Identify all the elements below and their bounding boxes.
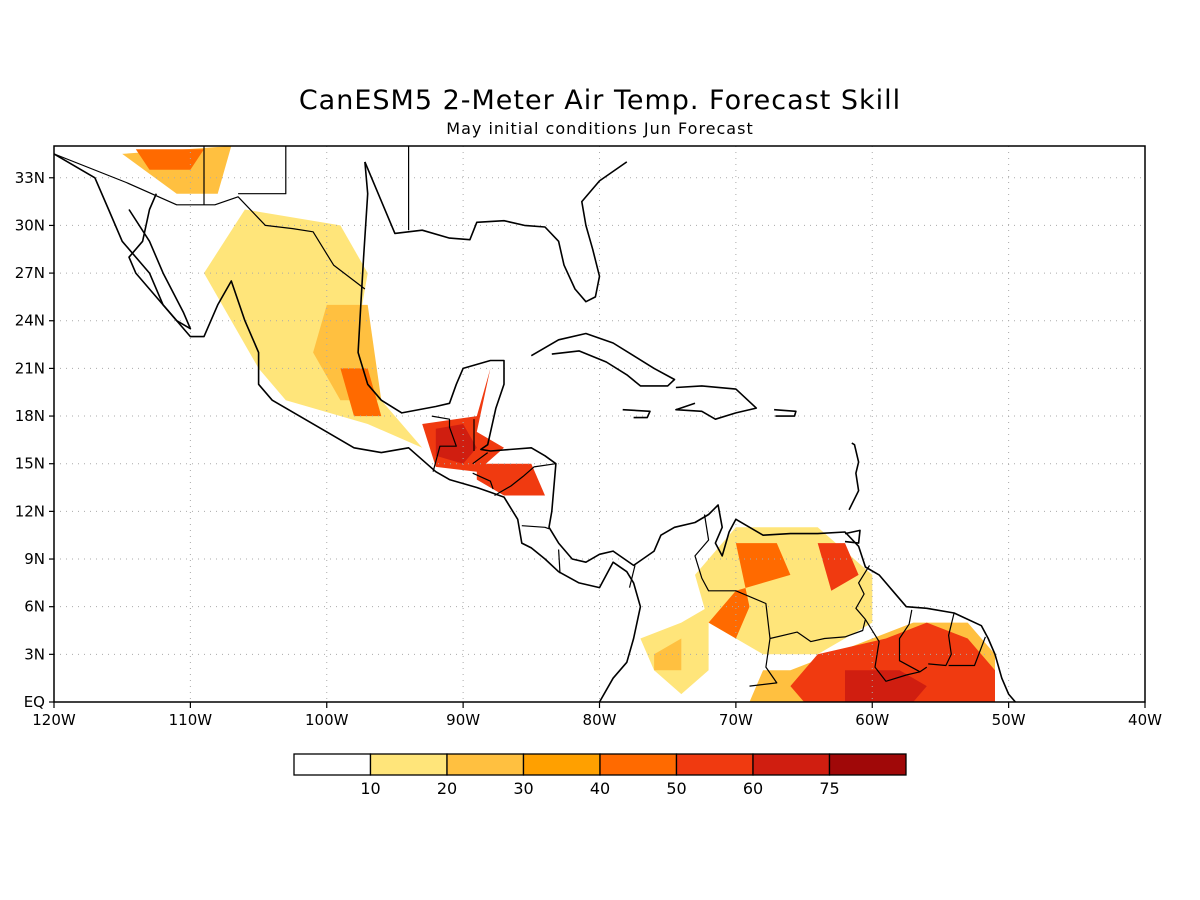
- coastline: [128, 193, 192, 330]
- colorbar-label: 60: [743, 779, 763, 798]
- lon-tick-label: 80W: [583, 711, 617, 729]
- map-frame: [53, 145, 1146, 703]
- country-border: [898, 609, 921, 673]
- colorbar-label: 30: [513, 779, 533, 798]
- skill-region: [708, 543, 791, 639]
- colorbar-swatch: [446, 753, 525, 776]
- country-border: [238, 146, 287, 195]
- country-border: [54, 153, 366, 290]
- skill-region: [135, 149, 204, 170]
- skill-region: [435, 424, 477, 464]
- colorbar-swatch: [752, 753, 831, 776]
- lat-lon-grid: [54, 146, 1145, 702]
- colorbar-swatch: [828, 753, 907, 776]
- coastline: [364, 161, 628, 303]
- country-border: [558, 549, 561, 574]
- lat-tick-label: 6N: [24, 598, 45, 616]
- country-border: [928, 612, 955, 667]
- colorbar-swatch: [599, 753, 678, 776]
- skill-region: [845, 670, 927, 702]
- skill-region: [340, 368, 382, 417]
- country-border: [948, 636, 986, 667]
- coastline: [357, 161, 1017, 702]
- colorbar-legend: 10 20 30 40 50 60 75: [293, 753, 907, 798]
- country-border: [694, 514, 778, 687]
- skill-region: [654, 638, 682, 671]
- lon-tick-label: 60W: [855, 711, 889, 729]
- colorbar-swatch: [369, 753, 448, 776]
- lat-tick-label: 9N: [24, 550, 45, 568]
- country-border: [494, 463, 556, 497]
- lat-tick-label: 30N: [15, 216, 45, 234]
- coastline: [622, 408, 651, 419]
- lon-tick-label: 70W: [719, 711, 753, 729]
- country-border: [472, 472, 494, 490]
- coastline: [54, 153, 642, 702]
- lat-tick-label: 21N: [15, 359, 45, 377]
- country-border: [769, 565, 871, 643]
- coastline: [774, 408, 797, 417]
- country-border: [431, 415, 457, 472]
- coastline: [675, 385, 758, 421]
- map-title: CanESM5 2-Meter Air Temp. Forecast Skill: [298, 85, 902, 116]
- lon-tick-label: 50W: [992, 711, 1026, 729]
- country-border: [472, 452, 489, 465]
- colorbar-label: 40: [590, 779, 610, 798]
- lat-tick-label: 18N: [15, 407, 45, 425]
- colorbar-swatch: [675, 753, 754, 776]
- lon-tick-label: 90W: [446, 711, 480, 729]
- lat-tick-label: 33N: [15, 169, 45, 187]
- lon-tick-label: 120W: [32, 711, 76, 729]
- colorbar-swatch: [522, 753, 601, 776]
- coastline: [848, 442, 860, 511]
- country-border: [521, 525, 550, 530]
- lon-tick-label: 40W: [1128, 711, 1162, 729]
- skill-shading: [122, 146, 995, 702]
- colorbar-label: 75: [819, 779, 839, 798]
- coastlines: [54, 146, 1017, 702]
- axis-ticks: 120W 110W 100W 90W 80W 70W 60W 50W 40W EQ 3N 6N 9N 12…: [15, 169, 1162, 729]
- coastline: [844, 529, 861, 544]
- skill-region: [790, 622, 995, 702]
- map-subtitle: May initial conditions Jun Forecast: [446, 119, 754, 138]
- colorbar-label: 10: [360, 779, 380, 798]
- lat-tick-label: 15N: [15, 455, 45, 473]
- lon-tick-label: 100W: [305, 711, 349, 729]
- lat-tick-label: EQ: [24, 693, 45, 711]
- colorbar-label: 20: [437, 779, 457, 798]
- skill-region: [204, 209, 423, 448]
- coastline: [530, 332, 676, 387]
- lat-tick-label: 27N: [15, 264, 45, 282]
- lat-tick-label: 24N: [15, 312, 45, 330]
- skill-region: [817, 543, 859, 591]
- lat-tick-label: 12N: [15, 502, 45, 520]
- colorbar-swatch: [293, 753, 372, 776]
- lat-tick-label: 3N: [24, 645, 45, 663]
- lon-tick-label: 110W: [169, 711, 213, 729]
- country-border: [628, 565, 636, 588]
- colorbar-label: 50: [666, 779, 686, 798]
